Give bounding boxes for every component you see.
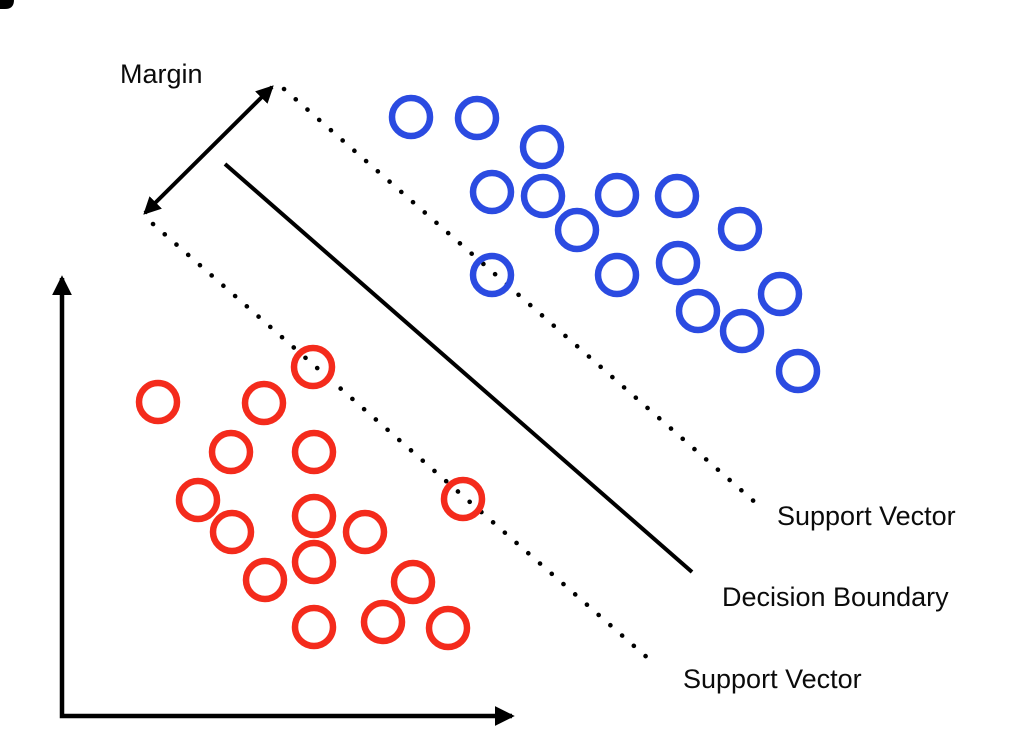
blue-class-point	[469, 169, 515, 215]
support-vector-top-label: Support Vector	[777, 501, 956, 531]
blue-class-point	[520, 173, 566, 219]
corner-artifact	[0, 0, 14, 9]
blue-class-point	[388, 94, 434, 140]
blue-class-point	[519, 124, 565, 170]
red-class-point	[291, 429, 337, 475]
blue-class-point	[775, 348, 821, 394]
blue-class-point	[655, 240, 701, 286]
red-class-point	[360, 599, 406, 645]
red-class-point	[135, 379, 181, 425]
boundary-lines-layer	[143, 85, 760, 663]
blue-class-point	[654, 173, 700, 219]
red-class-point	[208, 429, 254, 475]
red-class-point	[291, 493, 337, 539]
red-class-point	[425, 605, 471, 651]
blue-class-point	[675, 288, 721, 334]
red-class-point	[290, 344, 336, 390]
red-class-point	[291, 539, 337, 585]
red-class-point	[175, 477, 221, 523]
blue-class-point	[594, 252, 640, 298]
decision-boundary-label: Decision Boundary	[722, 582, 949, 612]
red-class-point	[242, 557, 288, 603]
red-class-point	[342, 509, 388, 555]
blue-class-point	[719, 308, 765, 354]
red-class-point	[291, 604, 337, 650]
blue-class-point	[717, 206, 763, 252]
blue-class-point	[594, 172, 640, 218]
blue-class-point	[554, 207, 600, 253]
margin-double-arrow	[143, 85, 274, 215]
support-vector-bottom-label: Support Vector	[683, 664, 862, 694]
axes-layer	[52, 275, 515, 726]
blue-class-point	[454, 95, 500, 141]
red-class-point	[390, 559, 436, 605]
feature-space-axes	[52, 275, 515, 726]
blue-class-point	[469, 252, 515, 298]
margin-label: Margin	[120, 59, 203, 89]
red-class-point	[241, 380, 287, 426]
blue-class-point	[757, 271, 803, 317]
red-class-point	[440, 476, 486, 522]
red-class-point	[209, 509, 255, 555]
